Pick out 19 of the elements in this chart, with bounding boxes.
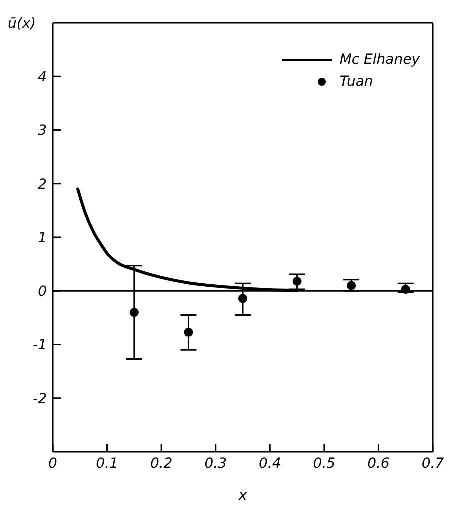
y-axis-title: ū(x)	[8, 16, 36, 32]
legend-label: Tuan	[340, 74, 374, 90]
y-tick-label: 1	[38, 230, 47, 246]
legend-label: Mc Elhaney	[340, 52, 420, 68]
x-tick-label: 0.3	[204, 456, 227, 472]
x-tick-label: 0.7	[422, 456, 444, 472]
x-tick-label: 0.6	[368, 456, 390, 472]
x-tick-label: 0.2	[150, 456, 173, 472]
x-tick-label: 0.1	[96, 456, 118, 472]
x-axis-title: x	[238, 488, 248, 504]
y-tick-label: 0	[38, 284, 48, 300]
x-tick-label: 0.4	[259, 456, 282, 472]
y-tick-label: -1	[33, 338, 47, 354]
y-tick-label: 4	[38, 70, 47, 86]
y-tick-label: -2	[33, 391, 48, 408]
y-tick-label: 3	[38, 123, 47, 140]
y-tick-label: 2	[38, 176, 48, 193]
x-tick-label: 0.5	[313, 456, 336, 472]
x-tick-label: 0	[48, 456, 58, 472]
